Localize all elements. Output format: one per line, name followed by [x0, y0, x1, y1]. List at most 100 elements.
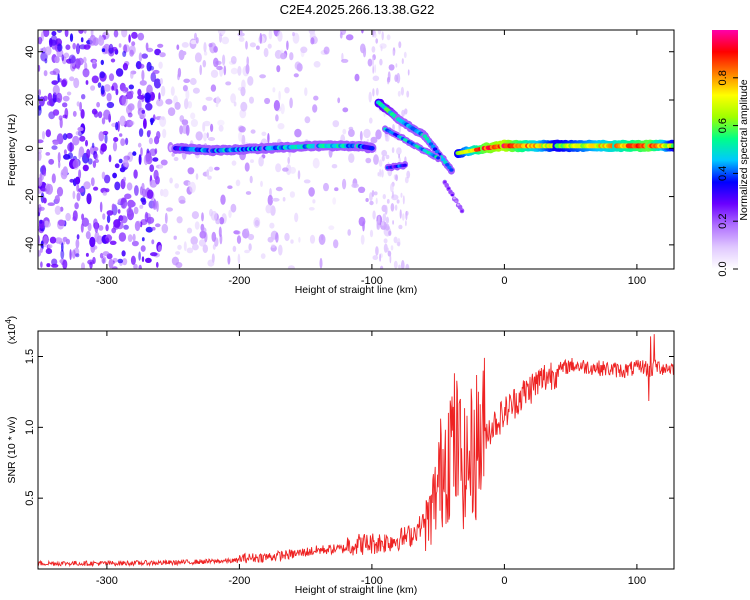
- spectrogram-cell: [341, 52, 344, 62]
- spectrogram-cell: [145, 102, 153, 111]
- spectrogram-cell: [102, 191, 108, 196]
- spectrogram-cell: [99, 71, 106, 79]
- snr-y-axis-label: SNR (10 * v/v): [6, 416, 18, 483]
- spectrogram-cell: [38, 151, 42, 161]
- spectrogram-cell: [69, 249, 72, 261]
- spectrogram-cell: [392, 124, 395, 131]
- spectrogram-cell: [113, 30, 119, 38]
- spectrogram-cell: [341, 58, 349, 63]
- spectrogram-cell: [111, 203, 115, 210]
- spectrogram-cell: [154, 136, 160, 145]
- spectrogram-cell: [158, 61, 163, 69]
- spectrogram-cell: [47, 92, 53, 102]
- spectrogram-cell: [398, 41, 402, 49]
- spectrogram-cell: [49, 38, 53, 48]
- spectrogram-cell: [141, 69, 145, 81]
- spectrogram-cell: [227, 255, 231, 265]
- spectrogram-cell: [141, 109, 146, 114]
- spectrogram-cell: [99, 252, 104, 259]
- spectrogram-cell: [75, 43, 81, 55]
- spectrogram-cell: [71, 249, 76, 259]
- spectrogram-cell: [49, 236, 57, 244]
- spectrogram-cell: [377, 30, 382, 35]
- spectrogram-cell: [403, 51, 407, 59]
- ridge-core: [443, 160, 448, 164]
- spectrogram-cell: [118, 158, 123, 164]
- spectrogram-cell: [145, 226, 153, 233]
- spectrogram-cell: [164, 212, 168, 224]
- spectrogram-cell: [260, 180, 263, 187]
- spectrogram-cell: [360, 43, 366, 54]
- snr-panel: -300 -200 -100 0 100 0.5 1.0 1.5 Height of str…: [4, 316, 675, 596]
- spectrogram-cell: [51, 263, 59, 268]
- spectrogram-cell: [145, 42, 149, 51]
- spectrogram-cell: [62, 133, 68, 141]
- spectrogram-cell: [391, 190, 394, 199]
- spectrogram-cell: [176, 44, 180, 50]
- spectrogram-cell: [129, 49, 134, 57]
- spectrogram-cell: [400, 192, 403, 198]
- spectrogram-cell: [57, 73, 60, 83]
- spectrogram-cell: [386, 199, 390, 204]
- spectrogram-cell: [308, 187, 315, 197]
- spectrogram-cell: [97, 111, 103, 119]
- spectrogram-cell: [304, 116, 311, 124]
- spectrogram-cell: [69, 76, 75, 82]
- spectrogram-cell: [286, 40, 289, 51]
- spectrogram-cell: [160, 159, 168, 166]
- spectrogram-cell: [145, 257, 152, 263]
- colorbar-tick-label: 0.6: [717, 118, 729, 133]
- spectrogram-cell: [278, 244, 283, 256]
- spectrogram-cell: [263, 47, 269, 58]
- spectrogram-cell: [249, 42, 256, 48]
- spectrogram-cell: [87, 158, 93, 165]
- spectrogram-cell: [230, 203, 237, 213]
- spectrogram-cell: [140, 245, 146, 252]
- spectrogram-cell: [385, 154, 390, 160]
- spectrogram-cell: [365, 198, 369, 202]
- spectrogram-cell: [275, 163, 282, 173]
- spectrogram-cell: [287, 265, 295, 269]
- spectrogram-cell: [81, 94, 86, 100]
- ridge-core: [445, 163, 450, 167]
- spectrogram-cell: [190, 40, 198, 45]
- spectrogram-cell: [396, 147, 402, 155]
- spectrogram-cell: [390, 245, 394, 251]
- spectrogram-cell: [195, 37, 199, 44]
- spectrogram-cell: [120, 197, 128, 209]
- spectrogram-cell: [149, 148, 157, 157]
- spectrogram-cell: [373, 32, 377, 38]
- spectrogram-cell: [108, 73, 115, 82]
- spectrogram-cell: [237, 65, 242, 76]
- spectrogram-cell: [253, 217, 261, 228]
- spectrogram-cell: [83, 30, 87, 34]
- spectrogram-cell: [56, 186, 64, 197]
- spectrogram-cell: [378, 215, 381, 224]
- spectrogram-cell: [111, 266, 118, 269]
- spectrogram-cell: [51, 258, 58, 266]
- spectrogram-cell: [66, 132, 73, 139]
- spectrogram-cell: [76, 101, 80, 107]
- spectrogram-cell: [117, 120, 120, 132]
- spectrogram-cell: [72, 190, 76, 200]
- spectrogram-cell: [138, 128, 144, 137]
- spectrogram-cell: [131, 31, 138, 39]
- spectrogram-cell: [405, 210, 408, 221]
- spectrogram-cell: [110, 58, 116, 63]
- spectrogram-cell: [155, 175, 160, 185]
- spectrogram-cell: [167, 107, 176, 116]
- spectrogram-cell: [332, 197, 337, 205]
- spectrogram-cell: [132, 233, 136, 242]
- spectrogram-cell: [173, 156, 179, 162]
- spectrogram-cell: [372, 30, 375, 38]
- spectrogram-cell: [131, 41, 136, 47]
- spectrogram-cell: [72, 42, 76, 50]
- spectrogram-cell: [139, 80, 147, 86]
- spectrogram-cell: [290, 239, 294, 244]
- spectrogram-cell: [38, 64, 41, 72]
- spectrogram-cell: [406, 170, 411, 179]
- spectrogram-cell: [392, 50, 395, 57]
- ridge-core: [458, 206, 462, 209]
